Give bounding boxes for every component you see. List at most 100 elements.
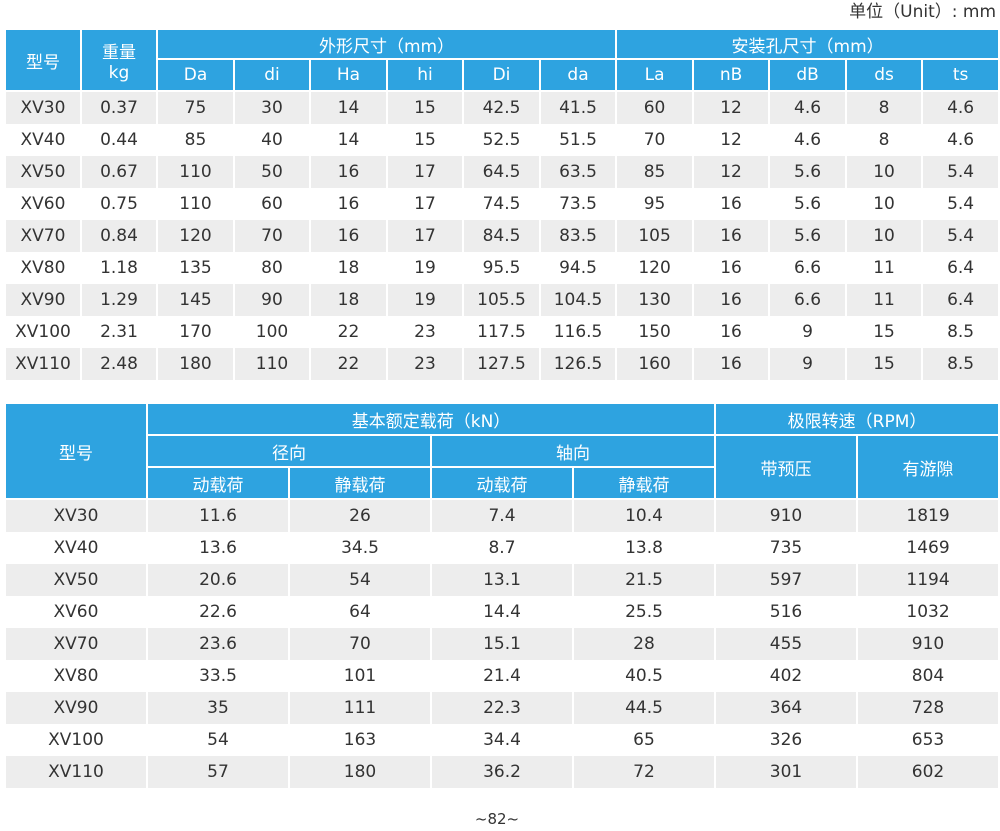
value-cell: 50 [233,156,311,188]
value-cell: 42.5 [462,91,541,124]
value-cell: 70 [615,124,695,156]
value-cell: 1.18 [80,252,158,284]
value-cell: 5.4 [921,220,1000,252]
value-cell: 130 [615,284,695,316]
value-cell: 17 [386,220,464,252]
value-cell: 910 [855,628,1000,660]
clearance-header: 有游隙 [855,434,1000,500]
value-cell: 74.5 [462,188,541,220]
value-cell: 95.5 [462,252,541,284]
value-cell: 70 [288,628,432,660]
axial-header: 轴向 [430,434,716,468]
value-cell: 13.1 [430,564,574,596]
value-cell: 73.5 [538,188,618,220]
value-cell: 6.6 [768,252,848,284]
value-cell: 8 [845,91,924,124]
outer-col-header: hi [386,58,464,92]
value-cell: 60 [615,91,695,124]
value-cell: 804 [855,660,1000,692]
value-cell: 16 [692,252,771,284]
value-cell: 101 [288,660,432,692]
model-cell: XV100 [4,724,148,756]
value-cell: 28 [572,628,716,660]
load-rating-header: 基本额定载荷（kN） [146,402,716,436]
value-cell: 21.5 [572,564,716,596]
value-cell: 516 [714,596,858,628]
axial-static-header: 静载荷 [572,466,716,500]
value-cell: 72 [572,756,716,788]
value-cell: 16 [309,188,388,220]
value-cell: 5.6 [768,220,848,252]
value-cell: 90 [233,284,311,316]
weight-header-label: 重量 [102,42,136,63]
value-cell: 33.5 [146,660,290,692]
value-cell: 22.3 [430,692,574,724]
value-cell: 30 [233,91,311,124]
value-cell: 117.5 [462,316,541,348]
table-row: XV50 0.67 110 50 16 17 64.5 63.5 85 12 5.6 10 5.4 [4,156,1000,188]
value-cell: 6.4 [921,252,1000,284]
outer-dimensions-header: 外形尺寸（mm） [155,28,618,60]
value-cell: 735 [714,532,858,564]
model-cell: XV30 [4,499,148,532]
value-cell: 9 [768,348,848,380]
outer-col-header: Di [462,58,541,92]
value-cell: 110 [156,156,235,188]
value-cell: 19 [386,284,464,316]
value-cell: 36.2 [430,756,574,788]
value-cell: 44.5 [572,692,716,724]
outer-col-header: Ha [309,58,388,92]
table-row: XV90 35 111 22.3 44.5 364 728 [4,692,1000,724]
value-cell: 2.31 [80,316,158,348]
table-row: XV70 0.84 120 70 16 17 84.5 83.5 105 16 5.6 10 5.4 [4,220,1000,252]
value-cell: 180 [288,756,432,788]
mounting-hole-header: 安装孔尺寸（mm） [615,28,1000,60]
value-cell: 4.6 [921,91,1000,124]
value-cell: 19 [386,252,464,284]
table-row: XV30 0.37 75 30 14 15 42.5 41.5 60 12 4.6 8 4.6 [4,91,1000,124]
value-cell: 16 [692,348,771,380]
value-cell: 63.5 [538,156,618,188]
value-cell: 1194 [855,564,1000,596]
value-cell: 22 [309,348,388,380]
outer-col-header: Da [156,58,235,92]
value-cell: 10 [845,188,924,220]
model-cell: XV50 [4,564,148,596]
value-cell: 104.5 [538,284,618,316]
value-cell: 402 [714,660,858,692]
model-cell: XV80 [4,660,148,692]
model-cell: XV40 [4,124,82,156]
table-row: XV60 0.75 110 60 16 17 74.5 73.5 95 16 5.6 10 5.4 [4,188,1000,220]
mount-col-header: nB [692,58,771,92]
value-cell: 25.5 [572,596,716,628]
value-cell: 17 [386,156,464,188]
value-cell: 0.84 [80,220,158,252]
value-cell: 15 [845,316,924,348]
value-cell: 13.8 [572,532,716,564]
value-cell: 455 [714,628,858,660]
table-row: XV80 33.5 101 21.4 40.5 402 804 [4,660,1000,692]
value-cell: 105 [615,220,695,252]
value-cell: 16 [692,284,771,316]
table-row: XV100 2.31 170 100 22 23 117.5 116.5 150 16 9 15 8.5 [4,316,1000,348]
value-cell: 14 [309,124,388,156]
mount-col-header: dB [768,58,848,92]
table-row: XV40 13.6 34.5 8.7 13.8 735 1469 [4,532,1000,564]
value-cell: 163 [288,724,432,756]
value-cell: 64.5 [462,156,541,188]
value-cell: 17 [386,188,464,220]
value-cell: 4.6 [768,91,848,124]
model-cell: XV100 [4,316,82,348]
radial-static-header: 静载荷 [288,466,432,500]
value-cell: 8.5 [921,348,1000,380]
value-cell: 0.37 [80,91,158,124]
value-cell: 110 [233,348,311,380]
value-cell: 12 [692,91,771,124]
value-cell: 20.6 [146,564,290,596]
value-cell: 22 [309,316,388,348]
value-cell: 326 [714,724,858,756]
value-cell: 597 [714,564,858,596]
radial-dynamic-header: 动载荷 [146,466,290,500]
value-cell: 65 [572,724,716,756]
value-cell: 0.75 [80,188,158,220]
